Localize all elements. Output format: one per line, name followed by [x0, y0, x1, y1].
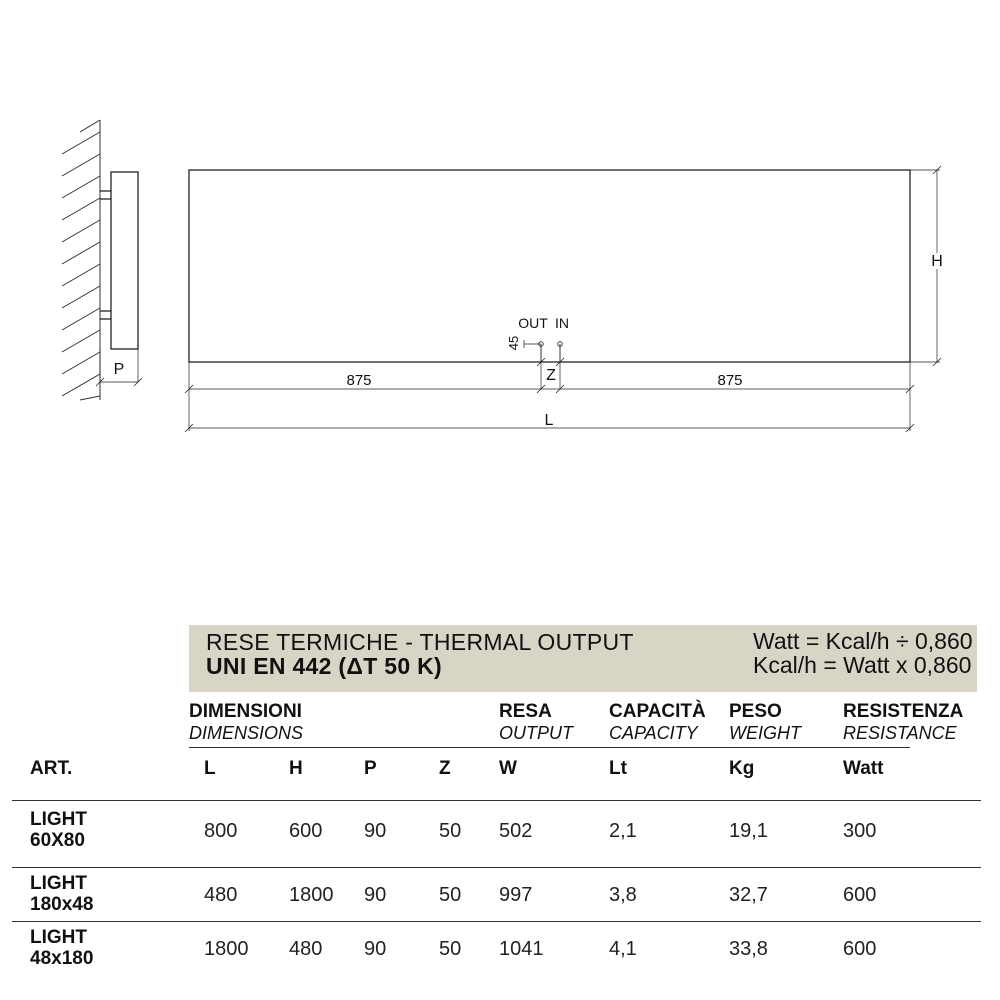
svg-text:IN: IN — [555, 315, 569, 331]
svg-text:H: H — [931, 253, 943, 270]
svg-text:875: 875 — [346, 372, 371, 389]
svg-text:OUT: OUT — [518, 315, 548, 331]
svg-text:45: 45 — [506, 336, 521, 350]
svg-text:Z: Z — [546, 367, 556, 384]
svg-text:875: 875 — [717, 372, 742, 389]
svg-text:L: L — [545, 412, 554, 429]
svg-text:P: P — [114, 361, 125, 378]
